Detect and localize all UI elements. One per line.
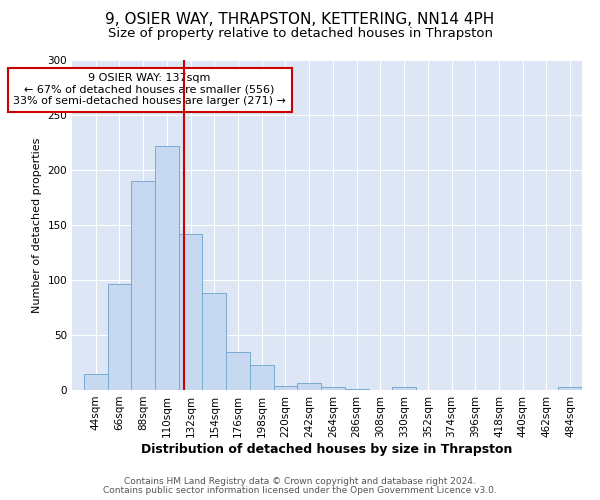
Bar [226, 352, 250, 390]
Bar [345, 389, 368, 390]
Bar [392, 386, 416, 390]
Bar [274, 386, 298, 390]
X-axis label: Distribution of detached houses by size in Thrapston: Distribution of detached houses by size … [142, 442, 512, 456]
Text: Contains public sector information licensed under the Open Government Licence v3: Contains public sector information licen… [103, 486, 497, 495]
Bar [179, 234, 202, 390]
Bar [321, 386, 345, 390]
Bar [84, 374, 107, 390]
Y-axis label: Number of detached properties: Number of detached properties [32, 138, 42, 312]
Bar [250, 364, 274, 390]
Bar [558, 386, 582, 390]
Bar [202, 293, 226, 390]
Bar [155, 146, 179, 390]
Text: Contains HM Land Registry data © Crown copyright and database right 2024.: Contains HM Land Registry data © Crown c… [124, 477, 476, 486]
Text: 9, OSIER WAY, THRAPSTON, KETTERING, NN14 4PH: 9, OSIER WAY, THRAPSTON, KETTERING, NN14… [106, 12, 494, 28]
Bar [107, 284, 131, 390]
Bar [131, 181, 155, 390]
Text: 9 OSIER WAY: 137sqm
← 67% of detached houses are smaller (556)
33% of semi-detac: 9 OSIER WAY: 137sqm ← 67% of detached ho… [13, 73, 286, 106]
Bar [298, 384, 321, 390]
Text: Size of property relative to detached houses in Thrapston: Size of property relative to detached ho… [107, 28, 493, 40]
